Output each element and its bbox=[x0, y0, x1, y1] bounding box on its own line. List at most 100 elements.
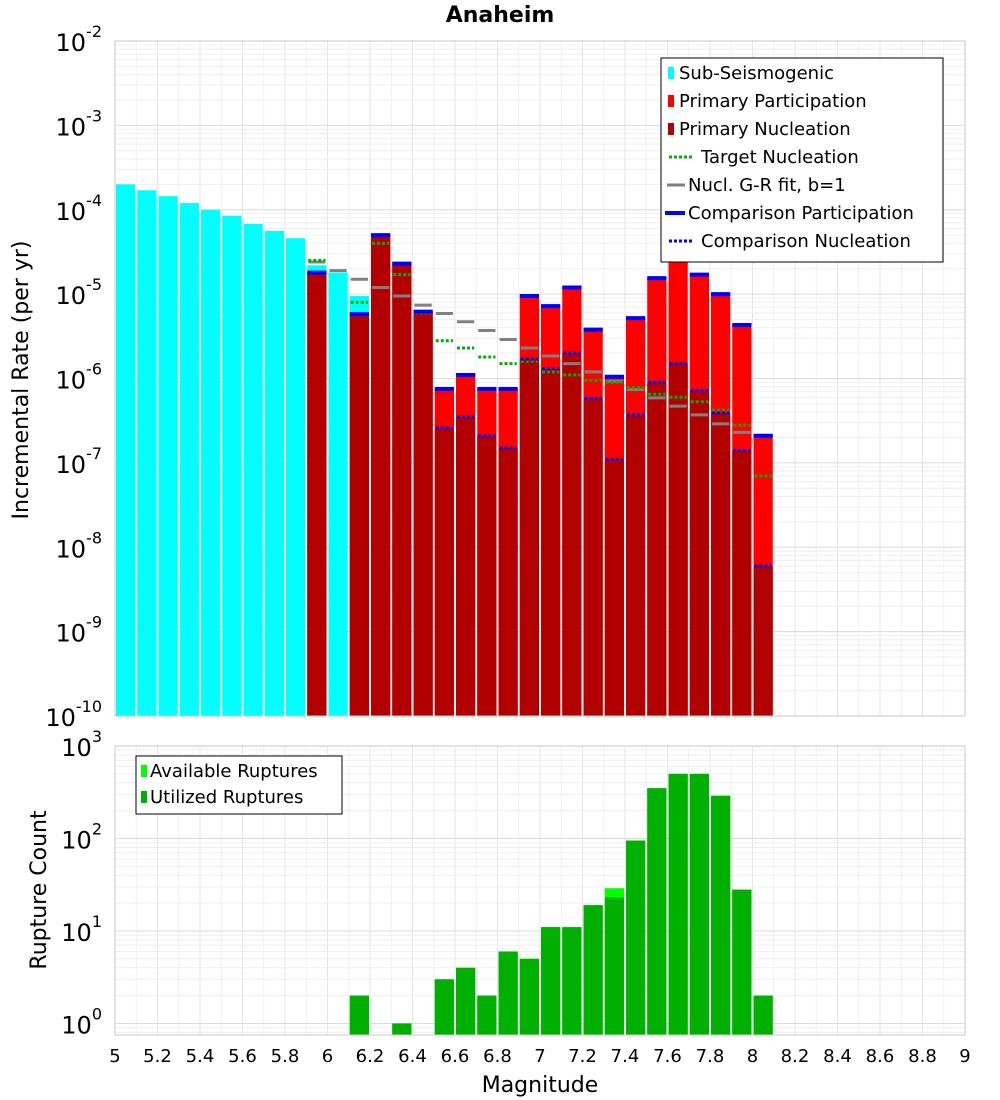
y-tick-label: 10-9 bbox=[56, 613, 103, 648]
bar-utilized-ruptures bbox=[626, 840, 646, 1035]
y-tick-exponent: -8 bbox=[86, 528, 102, 547]
x-tick-label: 5.8 bbox=[271, 1046, 300, 1067]
bar-utilized-ruptures bbox=[583, 905, 603, 1035]
bar-sub-seismogenic bbox=[222, 215, 242, 717]
bar-primary-nucleation bbox=[711, 413, 731, 716]
y-tick-label: 103 bbox=[61, 727, 102, 762]
bar-utilized-ruptures bbox=[753, 995, 773, 1035]
x-tick-label: 7.8 bbox=[696, 1046, 725, 1067]
y-tick-exponent: -3 bbox=[86, 106, 102, 125]
legend-label: Target Nucleation bbox=[700, 147, 859, 168]
bar-primary-nucleation bbox=[456, 416, 476, 716]
y-tick-label: 10-6 bbox=[56, 360, 103, 395]
y-tick-exponent: 1 bbox=[92, 912, 102, 931]
bar-sub-seismogenic bbox=[286, 238, 306, 716]
x-tick-label: 5.6 bbox=[228, 1046, 257, 1067]
bar-primary-nucleation bbox=[626, 414, 646, 716]
y-tick-label: 101 bbox=[61, 912, 102, 947]
x-axis-title: Magnitude bbox=[482, 1073, 599, 1098]
y-axis-title-count: Rupture Count bbox=[27, 810, 52, 970]
bar-utilized-ruptures bbox=[477, 995, 497, 1035]
bar-primary-nucleation bbox=[371, 235, 391, 716]
x-tick-label: 7.4 bbox=[611, 1046, 640, 1067]
bar-utilized-ruptures bbox=[689, 773, 709, 1035]
legend-swatch bbox=[141, 765, 147, 777]
legend-label: Sub-Seismogenic bbox=[679, 63, 834, 84]
x-tick-label: 8.2 bbox=[781, 1046, 810, 1067]
bar-utilized-ruptures bbox=[711, 795, 731, 1035]
bar-primary-nucleation bbox=[307, 272, 327, 716]
y-tick-exponent: -6 bbox=[86, 360, 102, 379]
legend-label: Utilized Ruptures bbox=[150, 787, 303, 808]
bar-primary-nucleation bbox=[477, 435, 497, 716]
y-tick-exponent: -4 bbox=[86, 191, 102, 210]
bar-primary-nucleation bbox=[562, 353, 582, 716]
legend-label: Comparison Nucleation bbox=[701, 231, 911, 252]
bar-primary-nucleation bbox=[413, 311, 433, 716]
legend-swatch bbox=[141, 791, 147, 803]
x-tick-label: 6 bbox=[322, 1046, 333, 1067]
y-tick-label: 100 bbox=[61, 1004, 102, 1039]
bar-utilized-ruptures bbox=[392, 1023, 412, 1035]
y-tick-label: 10-4 bbox=[56, 191, 103, 226]
legend-ruptures: Available Ruptures Utilized Ruptures bbox=[135, 755, 343, 815]
legend-label: Comparison Participation bbox=[688, 203, 914, 224]
chart-title: Anaheim bbox=[446, 3, 555, 28]
bar-utilized-ruptures bbox=[519, 958, 539, 1035]
y-tick-exponent: -5 bbox=[86, 275, 102, 294]
y-tick-exponent: -7 bbox=[86, 444, 102, 463]
legend-label: Nucl. G-R fit, b=1 bbox=[688, 175, 846, 196]
bar-sub-seismogenic bbox=[201, 209, 221, 716]
legend-label: Primary Participation bbox=[679, 91, 867, 112]
x-tick-label: 7 bbox=[534, 1046, 545, 1067]
x-tick-label: 6.2 bbox=[356, 1046, 385, 1067]
bar-utilized-ruptures bbox=[349, 995, 369, 1035]
x-tick-label: 5.4 bbox=[186, 1046, 215, 1067]
bar-utilized-ruptures bbox=[562, 927, 582, 1035]
legend-swatch bbox=[668, 95, 674, 107]
x-tick-label: 6.4 bbox=[398, 1046, 427, 1067]
y-tick-exponent: 3 bbox=[92, 727, 102, 746]
legend-rate: Sub-Seismogenic Primary Participation Prim… bbox=[660, 57, 944, 263]
bar-sub-seismogenic bbox=[158, 196, 178, 716]
y-tick-exponent: 0 bbox=[92, 1004, 102, 1023]
bar-utilized-ruptures bbox=[434, 979, 454, 1035]
bar-primary-nucleation bbox=[689, 390, 709, 716]
x-tick-label: 5 bbox=[109, 1046, 120, 1067]
bar-primary-nucleation bbox=[349, 314, 369, 716]
x-tick-label: 9 bbox=[959, 1046, 970, 1067]
bar-primary-nucleation bbox=[732, 450, 752, 716]
y-tick-label: 10-3 bbox=[56, 106, 103, 141]
y-tick-exponent: -2 bbox=[86, 22, 102, 41]
rate-plot: 10-1010-910-810-710-610-510-410-310-2Sub… bbox=[45, 22, 966, 732]
bar-primary-nucleation bbox=[668, 363, 688, 716]
y-tick-exponent: -10 bbox=[76, 697, 102, 716]
bar-primary-nucleation bbox=[583, 398, 603, 716]
plot-frame bbox=[114, 40, 966, 717]
x-tick-label: 8.4 bbox=[823, 1046, 852, 1067]
y-tick-exponent: 2 bbox=[92, 819, 102, 838]
x-tick-label: 8.8 bbox=[908, 1046, 937, 1067]
y-tick-label: 102 bbox=[61, 819, 102, 854]
y-tick-label: 10-8 bbox=[56, 528, 103, 563]
y-tick-label: 10-2 bbox=[56, 22, 103, 57]
y-tick-label: 10-5 bbox=[56, 275, 103, 310]
x-tick-label: 8 bbox=[747, 1046, 758, 1067]
x-tick-label: 7.6 bbox=[653, 1046, 682, 1067]
x-tick-label: 5.2 bbox=[143, 1046, 172, 1067]
x-tick-label: 8.6 bbox=[866, 1046, 895, 1067]
bar-primary-nucleation bbox=[753, 565, 773, 716]
bar-utilized-ruptures bbox=[541, 927, 561, 1035]
bar-sub-seismogenic bbox=[116, 184, 136, 717]
bar-primary-nucleation bbox=[519, 359, 539, 716]
bar-primary-nucleation bbox=[647, 382, 667, 716]
y-tick-exponent: -9 bbox=[86, 613, 102, 632]
bar-primary-nucleation bbox=[392, 263, 412, 716]
x-tick-label: 6.6 bbox=[441, 1046, 470, 1067]
legend-swatch bbox=[668, 123, 674, 135]
legend-box bbox=[135, 755, 343, 815]
legend-label: Available Ruptures bbox=[150, 761, 318, 782]
bar-utilized-ruptures bbox=[604, 897, 624, 1035]
y-axis-title-rate: Incremental Rate (per yr) bbox=[9, 241, 34, 520]
